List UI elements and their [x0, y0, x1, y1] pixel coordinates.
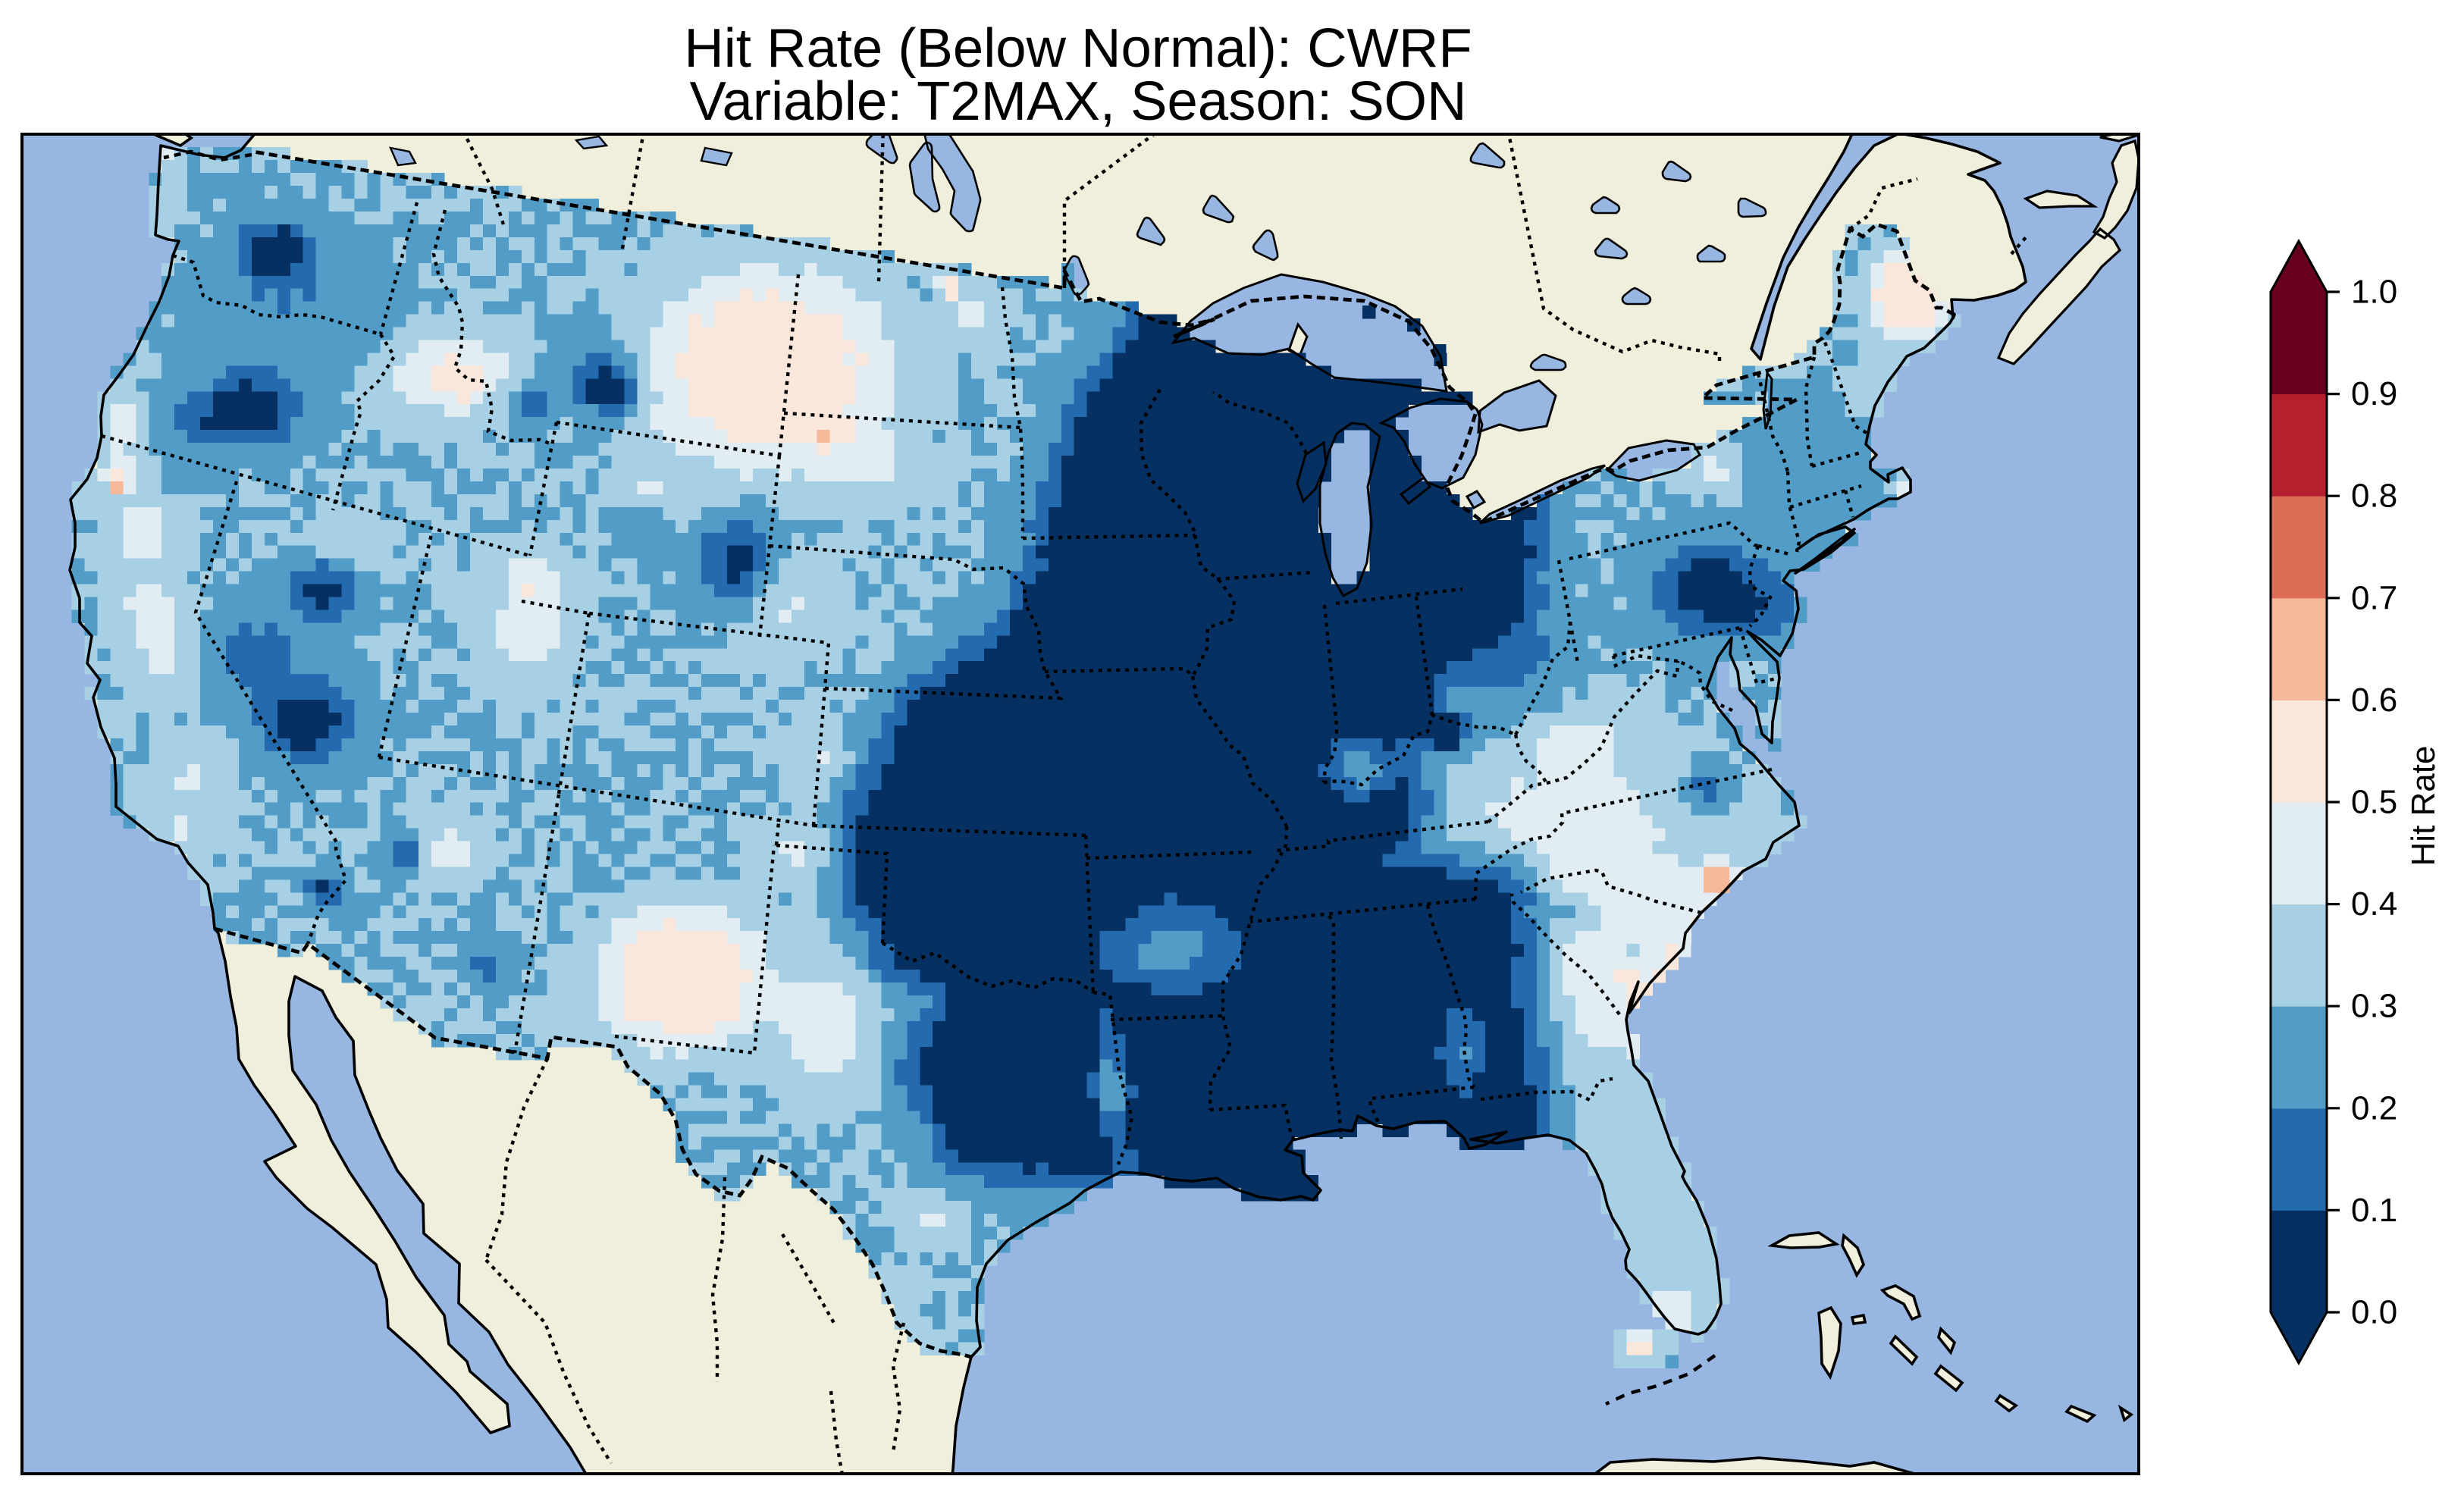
svg-text:0.5: 0.5: [2351, 784, 2397, 821]
svg-text:0.1: 0.1: [2351, 1192, 2397, 1229]
svg-text:Hit Rate: Hit Rate: [2405, 746, 2442, 867]
svg-text:0.6: 0.6: [2351, 682, 2397, 719]
svg-text:0.3: 0.3: [2351, 988, 2397, 1025]
svg-text:0.7: 0.7: [2351, 579, 2397, 616]
svg-text:0.8: 0.8: [2351, 478, 2397, 515]
svg-text:0.2: 0.2: [2351, 1089, 2397, 1127]
svg-text:0.0: 0.0: [2351, 1294, 2397, 1331]
svg-text:Variable: T2MAX, Season: SON: Variable: T2MAX, Season: SON: [690, 71, 1467, 132]
svg-text:0.4: 0.4: [2351, 885, 2397, 923]
svg-text:1.0: 1.0: [2351, 274, 2397, 311]
svg-text:0.9: 0.9: [2351, 375, 2397, 412]
svg-text:Hit Rate (Below Normal): CWRF: Hit Rate (Below Normal): CWRF: [684, 17, 1472, 79]
